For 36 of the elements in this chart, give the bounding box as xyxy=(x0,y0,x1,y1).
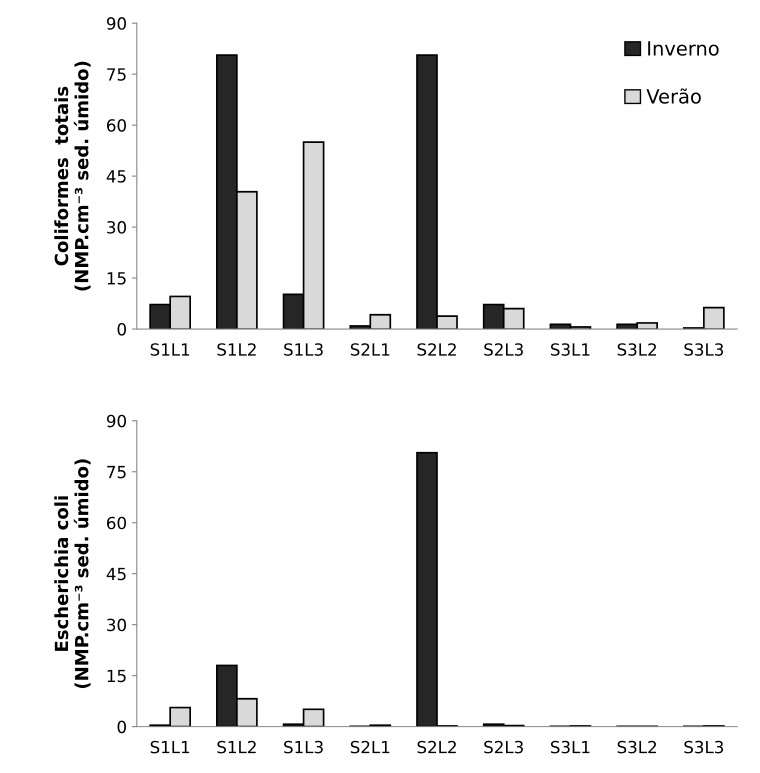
x-tick-label: S2L2 xyxy=(418,343,456,356)
y-tick-label: 15 xyxy=(108,670,126,682)
y-tick-label: 90 xyxy=(106,17,126,30)
x-tick-label: S3L2 xyxy=(618,740,656,754)
y-tick-label: 45 xyxy=(106,568,126,580)
y-axis-title: Escherichia coli (NMP.cm⁻³ sed. úmido) xyxy=(54,459,91,688)
x-tick-label: S2L1 xyxy=(350,740,390,754)
x-tick-label: S1L3 xyxy=(284,343,323,356)
y-tick-label: 30 xyxy=(107,221,126,234)
y-tick-label: 0 xyxy=(118,322,126,336)
x-tick-label: S3L1 xyxy=(550,343,590,356)
y-tick-label: 45 xyxy=(106,170,126,183)
x-tick-label: S2L2 xyxy=(418,740,456,754)
x-tick-label: S3L2 xyxy=(618,343,656,356)
x-tick-label: S2L1 xyxy=(350,343,390,356)
legend-label: Inverno xyxy=(648,41,719,56)
y-tick-label: 0 xyxy=(118,720,126,734)
x-tick-label: S2L3 xyxy=(484,740,523,754)
y-tick-label: 30 xyxy=(107,618,126,632)
x-tick-label: S1L1 xyxy=(150,740,190,754)
y-tick-label: 60 xyxy=(107,516,126,530)
x-tick-label: S3L1 xyxy=(550,740,590,754)
x-tick-label: S1L3 xyxy=(284,740,323,754)
x-tick-label: S1L2 xyxy=(217,740,256,754)
y-tick-label: 75 xyxy=(107,68,126,81)
y-tick-label: 75 xyxy=(107,466,126,478)
y-tick-label: 60 xyxy=(107,119,126,132)
y-tick-label: 15 xyxy=(108,272,126,285)
legend-label: Verão xyxy=(646,88,701,104)
x-tick-label: S3L3 xyxy=(684,343,724,356)
y-tick-label: 90 xyxy=(106,414,126,428)
x-tick-label: S1L1 xyxy=(150,343,190,356)
x-tick-label: S3L3 xyxy=(684,740,724,754)
x-tick-label: S1L2 xyxy=(217,343,256,356)
y-axis-title: Coliformes totais (NMP.cm⁻³ sed. úmido) xyxy=(54,62,91,290)
x-tick-label: S2L3 xyxy=(484,343,523,356)
